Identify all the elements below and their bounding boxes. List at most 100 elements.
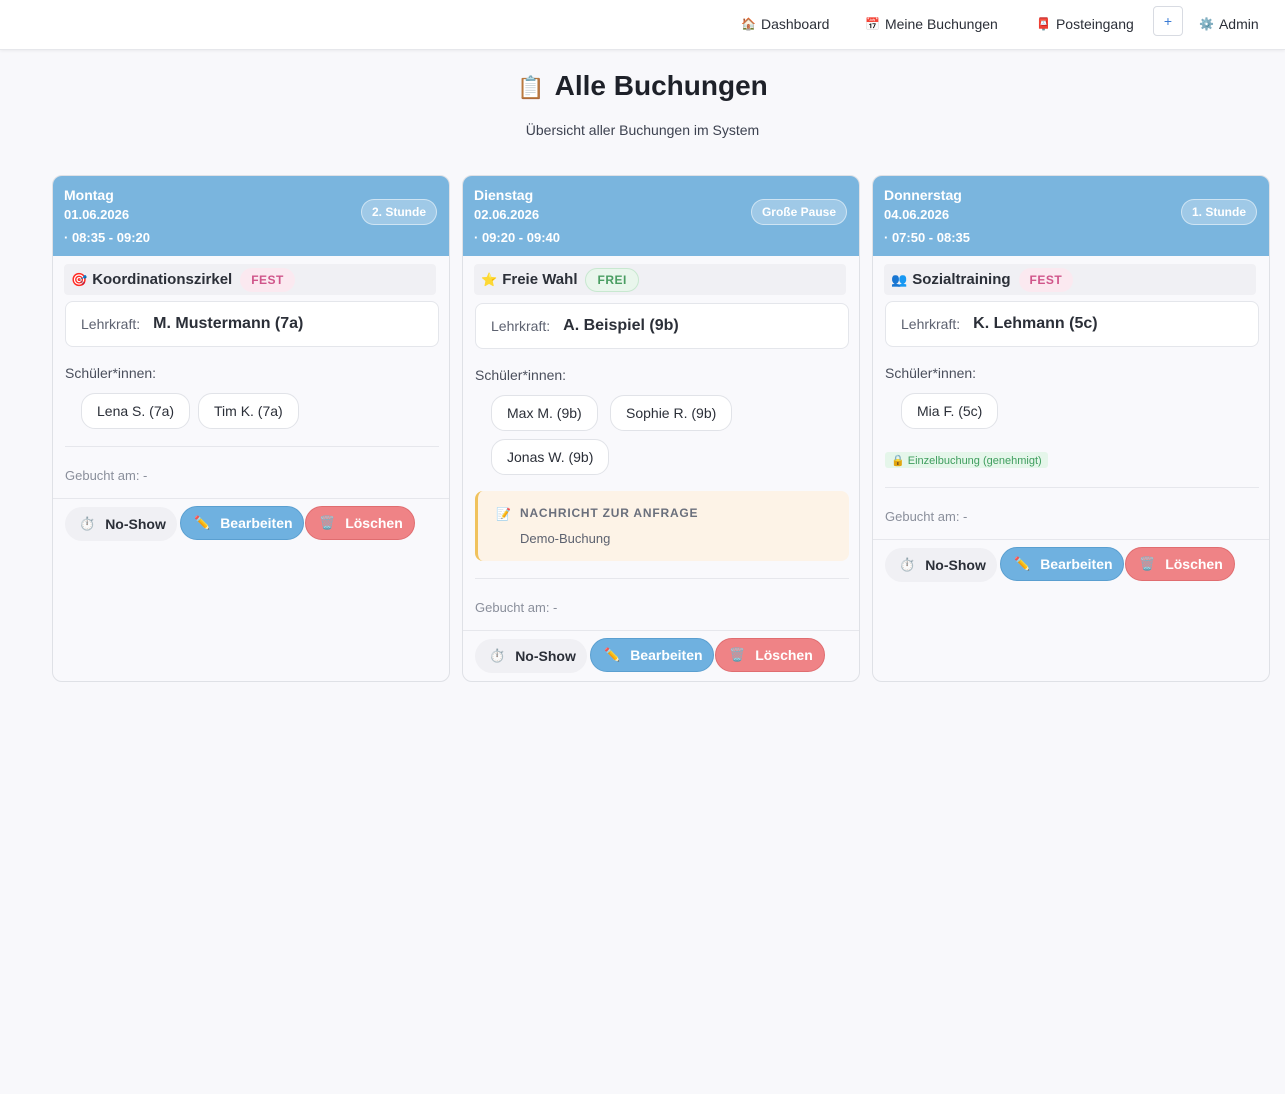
delete-label: Löschen bbox=[345, 515, 403, 531]
type-badge: FEST bbox=[1018, 267, 1074, 292]
booked-at: Gebucht am: - bbox=[475, 600, 558, 615]
type-badge: FREI bbox=[585, 267, 639, 292]
activity-name: Sozialtraining bbox=[912, 271, 1011, 288]
divider bbox=[463, 630, 859, 631]
activity-name: Freie Wahl bbox=[502, 271, 578, 288]
slot-badge: 2. Stunde bbox=[360, 199, 437, 225]
top-navbar: 🏠 Dashboard 📅 Meine Buchungen 📮 Posteing… bbox=[0, 0, 1285, 50]
delete-label: Löschen bbox=[1165, 556, 1223, 572]
clipboard-icon: 📋 bbox=[517, 75, 545, 100]
nav-admin-label: Admin bbox=[1218, 16, 1259, 32]
booked-at: Gebucht am: - bbox=[885, 509, 968, 524]
divider bbox=[53, 498, 449, 499]
type-badge: FEST bbox=[240, 267, 295, 292]
delete-button[interactable]: 🗑️ Löschen bbox=[305, 506, 415, 540]
no-show-label: No-Show bbox=[105, 516, 166, 532]
people-icon: 👥 bbox=[891, 271, 908, 287]
student-chip: Sophie R. (9b) bbox=[610, 395, 733, 431]
add-button[interactable]: + bbox=[1153, 6, 1183, 36]
star-icon: ⭐ bbox=[481, 271, 498, 287]
edit-button[interactable]: ✏️ Bearbeiten bbox=[1000, 547, 1124, 581]
no-show-button[interactable]: ⏱️ No-Show bbox=[65, 507, 177, 541]
activity-name: Koordinationszirkel bbox=[92, 271, 233, 288]
booking-day: Montag bbox=[64, 187, 114, 203]
page-title-text: Alle Buchungen bbox=[554, 70, 768, 101]
booking-card-monday: Montag 01.06.2026 · 08:35 - 09:20 2. Stu… bbox=[52, 175, 450, 682]
no-show-button[interactable]: ⏱️ No-Show bbox=[475, 639, 587, 673]
page-title: 📋 Alle Buchungen bbox=[0, 70, 1285, 102]
booking-card-header: Donnerstag 04.06.2026 · 07:50 - 08:35 1.… bbox=[873, 176, 1269, 256]
nav-my-bookings-link[interactable]: 📅 Meine Buchungen bbox=[865, 12, 998, 36]
request-message-box: 📝 NACHRICHT ZUR ANFRAGE Demo-Buchung bbox=[475, 491, 849, 561]
teacher-label: Lehrkraft: bbox=[491, 318, 551, 334]
booking-date: 01.06.2026 bbox=[64, 207, 130, 222]
nav-inbox-label: Posteingang bbox=[1055, 16, 1134, 32]
delete-button[interactable]: 🗑️ Löschen bbox=[715, 638, 825, 672]
delete-label: Löschen bbox=[755, 647, 813, 663]
calendar-icon: 📅 bbox=[865, 17, 880, 31]
booking-day: Dienstag bbox=[474, 187, 534, 203]
no-show-button[interactable]: ⏱️ No-Show bbox=[885, 548, 997, 582]
booking-date: 02.06.2026 bbox=[474, 207, 540, 222]
nav-inbox-link[interactable]: 📮 Posteingang bbox=[1036, 12, 1134, 36]
pencil-icon: ✏️ bbox=[604, 647, 621, 662]
teacher-name: A. Beispiel (9b) bbox=[563, 317, 679, 334]
students-label: Schüler*innen: bbox=[475, 367, 567, 383]
student-chip: Tim K. (7a) bbox=[198, 393, 299, 429]
booking-time: · 08:35 - 09:20 bbox=[64, 230, 150, 245]
teacher-box: Lehrkraft: M. Mustermann (7a) bbox=[65, 301, 439, 347]
teacher-name: M. Mustermann (7a) bbox=[153, 315, 304, 332]
mailbox-icon: 📮 bbox=[1036, 17, 1051, 31]
student-chip: Mia F. (5c) bbox=[901, 393, 999, 429]
activity-row: 👥 Sozialtraining FEST bbox=[884, 264, 1256, 295]
nav-dashboard-label: Dashboard bbox=[760, 16, 830, 32]
booking-card-tuesday: Dienstag 02.06.2026 · 09:20 - 09:40 Groß… bbox=[462, 175, 860, 682]
teacher-name: K. Lehmann (5c) bbox=[973, 315, 1098, 332]
booking-card-thursday: Donnerstag 04.06.2026 · 07:50 - 08:35 1.… bbox=[872, 175, 1270, 682]
booking-day: Donnerstag bbox=[884, 187, 962, 203]
trash-icon: 🗑️ bbox=[319, 515, 336, 530]
students-label: Schüler*innen: bbox=[885, 365, 977, 381]
student-chip: Max M. (9b) bbox=[491, 395, 598, 431]
memo-icon: 📝 bbox=[496, 507, 511, 521]
teacher-box: Lehrkraft: K. Lehmann (5c) bbox=[885, 301, 1259, 347]
trash-icon: 🗑️ bbox=[729, 647, 746, 662]
students-label: Schüler*innen: bbox=[65, 365, 157, 381]
student-chip: Lena S. (7a) bbox=[81, 393, 191, 429]
stopwatch-icon: ⏱️ bbox=[79, 516, 96, 531]
activity-row: 🎯 Koordinationszirkel FEST bbox=[64, 264, 436, 295]
booking-card-header: Montag 01.06.2026 · 08:35 - 09:20 2. Stu… bbox=[53, 176, 449, 256]
single-booking-badge: 🔒 Einzelbuchung (genehmigt) bbox=[885, 452, 1048, 468]
stopwatch-icon: ⏱️ bbox=[899, 557, 916, 572]
home-icon: 🏠 bbox=[741, 17, 756, 31]
request-message-title: NACHRICHT ZUR ANFRAGE bbox=[520, 506, 699, 520]
pencil-icon: ✏️ bbox=[1014, 556, 1031, 571]
edit-label: Bearbeiten bbox=[630, 647, 703, 663]
target-icon: 🎯 bbox=[71, 271, 88, 287]
booking-date: 04.06.2026 bbox=[884, 207, 950, 222]
stopwatch-icon: ⏱️ bbox=[489, 648, 506, 663]
booked-at: Gebucht am: - bbox=[65, 468, 148, 483]
nav-dashboard-link[interactable]: 🏠 Dashboard bbox=[741, 12, 829, 36]
booking-time: · 09:20 - 09:40 bbox=[474, 230, 560, 245]
no-show-label: No-Show bbox=[515, 648, 576, 664]
slot-badge: Große Pause bbox=[750, 199, 847, 225]
nav-my-bookings-label: Meine Buchungen bbox=[884, 16, 998, 32]
student-chip: Jonas W. (9b) bbox=[491, 439, 610, 475]
divider bbox=[873, 539, 1269, 540]
pencil-icon: ✏️ bbox=[194, 515, 211, 530]
edit-button[interactable]: ✏️ Bearbeiten bbox=[590, 638, 714, 672]
slot-badge: 1. Stunde bbox=[1180, 199, 1257, 225]
activity-row: ⭐ Freie Wahl FREI bbox=[474, 264, 846, 295]
teacher-box: Lehrkraft: A. Beispiel (9b) bbox=[475, 303, 849, 349]
divider bbox=[475, 578, 849, 579]
edit-label: Bearbeiten bbox=[1040, 556, 1113, 572]
edit-label: Bearbeiten bbox=[220, 515, 293, 531]
page-subtitle: Übersicht aller Buchungen im System bbox=[525, 122, 760, 138]
gear-icon: ⚙️ bbox=[1199, 17, 1214, 31]
teacher-label: Lehrkraft: bbox=[81, 316, 141, 332]
edit-button[interactable]: ✏️ Bearbeiten bbox=[180, 506, 304, 540]
nav-admin-link[interactable]: ⚙️ Admin bbox=[1199, 12, 1259, 36]
teacher-label: Lehrkraft: bbox=[901, 316, 961, 332]
delete-button[interactable]: 🗑️ Löschen bbox=[1125, 547, 1235, 581]
